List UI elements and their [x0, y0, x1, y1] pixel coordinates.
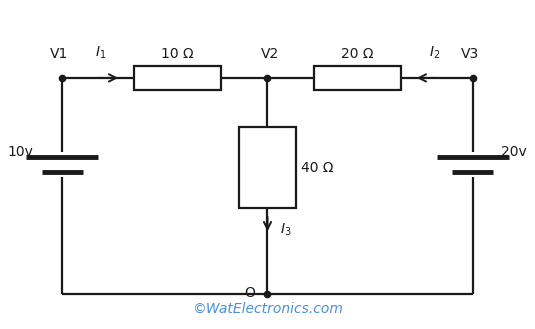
Bar: [239, 127, 296, 208]
Bar: [134, 66, 221, 89]
Text: 20v: 20v: [501, 145, 527, 159]
Text: 40 Ω: 40 Ω: [301, 161, 333, 175]
Text: V3: V3: [461, 47, 479, 61]
Text: $I_2$: $I_2$: [429, 44, 440, 61]
Text: ©WatElectronics.com: ©WatElectronics.com: [192, 302, 343, 316]
Text: $I_1$: $I_1$: [95, 44, 106, 61]
Text: 20 Ω: 20 Ω: [341, 47, 373, 61]
Text: $I_3$: $I_3$: [280, 221, 292, 238]
Text: 10 Ω: 10 Ω: [162, 47, 194, 61]
Text: V1: V1: [50, 47, 68, 61]
Text: 10v: 10v: [8, 145, 34, 159]
Text: V2: V2: [261, 47, 279, 61]
Bar: [314, 66, 401, 89]
Text: O: O: [244, 286, 255, 300]
